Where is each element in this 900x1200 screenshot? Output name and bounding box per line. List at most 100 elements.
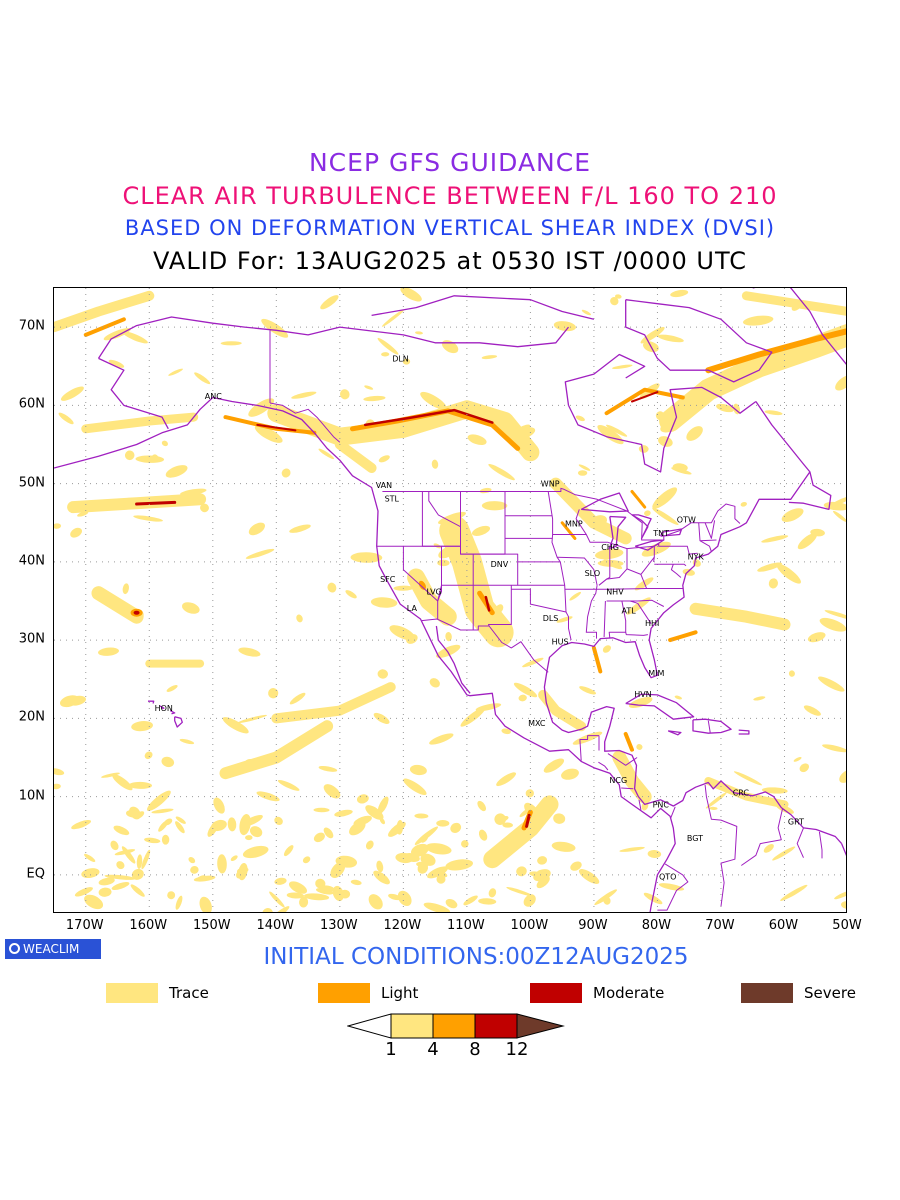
trace-area: [467, 434, 487, 446]
coastline: [608, 515, 627, 550]
border-line: [640, 574, 648, 589]
trace-area: [84, 894, 104, 910]
trace-area: [581, 309, 592, 316]
trace-area: [175, 816, 186, 824]
light-band: [591, 645, 603, 674]
trace-area: [101, 772, 120, 778]
city-label-dnv: DNV: [491, 560, 509, 569]
light-band: [223, 415, 317, 435]
city-label-atl: ATL: [622, 606, 637, 615]
trace-area: [334, 809, 353, 817]
border-line: [654, 543, 698, 555]
city-label-van: VAN: [376, 481, 392, 490]
lon-label: 110W: [447, 918, 485, 933]
trace-area: [578, 869, 600, 884]
trace-area: [437, 559, 450, 567]
light-band: [668, 630, 698, 643]
trace-area: [519, 807, 532, 818]
trace-area: [356, 794, 369, 804]
trace-area: [168, 368, 183, 376]
light-band: [623, 732, 634, 752]
border-line: [704, 520, 716, 539]
legend-swatch-moderate: [530, 983, 582, 1003]
legend-swatch-severe: [741, 983, 793, 1003]
trace-area: [395, 852, 414, 864]
trace-area: [104, 874, 136, 880]
trace-area: [709, 806, 718, 810]
trace-area: [556, 616, 573, 623]
trace-area: [429, 733, 454, 745]
trace-area: [188, 857, 196, 864]
coastline: [752, 288, 846, 365]
trace-area: [291, 391, 317, 399]
badge-label: WEACLIM: [23, 942, 80, 956]
trace-area: [429, 678, 440, 688]
trace-area: [420, 391, 447, 410]
trace-area: [135, 455, 165, 463]
city-label-anc: ANC: [205, 392, 222, 401]
trace-area: [350, 879, 362, 886]
trace-area: [411, 843, 429, 857]
trace-area: [339, 889, 351, 899]
coastline: [543, 401, 843, 845]
trace-area: [396, 819, 404, 835]
trace-area: [190, 866, 199, 874]
trace-area: [364, 385, 374, 390]
trace-area: [705, 792, 727, 809]
trace-area: [772, 846, 796, 861]
trace-area: [381, 352, 390, 357]
trace-area: [277, 779, 300, 791]
trace-area: [525, 789, 534, 798]
trace-area: [335, 855, 358, 868]
border-line: [488, 585, 512, 627]
trace-area: [98, 877, 115, 886]
trace-area: [518, 694, 527, 702]
trace-area: [652, 487, 678, 509]
city-label-dls: DLS: [543, 614, 559, 623]
trace-area: [743, 315, 774, 326]
trace-area: [561, 768, 579, 780]
trace-area: [818, 676, 845, 692]
trace-swath: [659, 324, 846, 432]
trace-area: [166, 685, 178, 692]
trace-area: [733, 771, 763, 786]
trace-area: [286, 892, 305, 899]
legend-label-moderate: Moderate: [593, 984, 665, 1002]
trace-area: [436, 874, 446, 884]
trace-area: [463, 895, 478, 906]
coastline: [667, 730, 682, 736]
city-label-sfc: SFC: [380, 575, 396, 584]
trace-area: [116, 861, 125, 870]
trace-area: [579, 686, 597, 695]
trace-area: [450, 822, 462, 833]
lat-label: 60N: [18, 396, 45, 412]
coastline: [435, 625, 471, 694]
trace-area: [824, 610, 846, 620]
trace-area: [256, 791, 280, 802]
title-method: BASED ON DEFORMATION VERTICAL SHEAR INDE…: [124, 216, 776, 240]
trace-area: [112, 774, 133, 791]
trace-area: [128, 781, 153, 789]
trace-area: [320, 295, 339, 310]
lon-label: 70W: [705, 918, 735, 933]
coastline: [788, 471, 832, 511]
trace-area: [340, 389, 350, 400]
border-line: [698, 522, 712, 552]
lon-label: 120W: [383, 918, 422, 933]
trace-area: [682, 568, 695, 576]
trace-area: [248, 398, 275, 417]
city-label-mxc: MXC: [528, 719, 546, 728]
coastline: [564, 353, 646, 406]
border-line: [269, 402, 341, 443]
trace-area: [350, 552, 383, 563]
trace-area: [594, 889, 618, 906]
trace-area: [606, 424, 628, 437]
trace-area: [481, 355, 498, 360]
trace-swath: [271, 682, 396, 724]
trace-area: [481, 501, 508, 511]
trace-swath: [219, 720, 334, 780]
trace-area: [445, 898, 458, 909]
trace-area: [672, 463, 688, 472]
trace-area: [131, 721, 153, 732]
light-band: [604, 387, 685, 416]
